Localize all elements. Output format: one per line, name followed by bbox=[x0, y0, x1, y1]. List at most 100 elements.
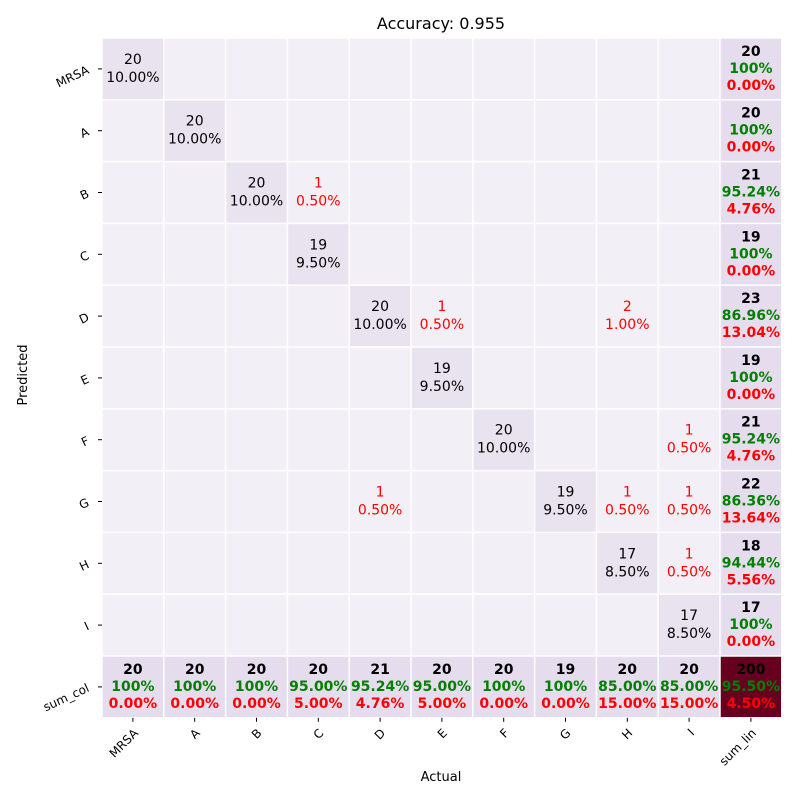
total-correct-label: 95.24% bbox=[722, 432, 780, 448]
heatmap-cell bbox=[473, 656, 534, 718]
cell-percent-label: 1.00% bbox=[605, 317, 649, 333]
heatmap-cell bbox=[597, 347, 658, 409]
total-count-label: 20 bbox=[432, 662, 452, 678]
cell-count-label: 19 bbox=[557, 485, 575, 501]
heatmap-cell bbox=[411, 38, 473, 100]
total-count-label: 20 bbox=[741, 106, 761, 122]
total-count-label: 20 bbox=[618, 662, 638, 678]
heatmap-cell bbox=[288, 656, 349, 718]
heatmap-cell bbox=[411, 347, 473, 409]
heatmap-cell bbox=[411, 471, 473, 532]
cell-percent-label: 0.50% bbox=[605, 503, 649, 519]
total-error-label: 0.00% bbox=[541, 696, 590, 712]
total-count-label: 20 bbox=[247, 662, 267, 678]
heatmap-cell bbox=[102, 533, 164, 594]
total-count-label: 20 bbox=[309, 662, 329, 678]
total-count-label: 19 bbox=[741, 229, 760, 245]
heatmap-cell bbox=[349, 656, 411, 718]
cell-count-label: 19 bbox=[433, 361, 451, 377]
cell-count-label: 1 bbox=[685, 423, 694, 439]
heatmap-cell bbox=[288, 100, 349, 161]
cell-percent-label: 9.50% bbox=[296, 255, 340, 271]
total-error-label: 13.04% bbox=[722, 325, 780, 341]
heatmap-cell bbox=[535, 656, 596, 718]
heatmap-cell bbox=[535, 100, 596, 161]
heatmap-cell bbox=[226, 162, 287, 223]
heatmap-cell bbox=[411, 285, 473, 347]
total-count-label: 21 bbox=[370, 662, 389, 678]
x-tick-label: A bbox=[187, 725, 203, 741]
heatmap-cell bbox=[597, 162, 658, 223]
total-error-label: 0.00% bbox=[479, 696, 528, 712]
heatmap-cell bbox=[720, 162, 782, 223]
cell-percent-label: 10.00% bbox=[106, 70, 159, 86]
heatmap-cell bbox=[349, 38, 411, 100]
heatmap-cell bbox=[597, 533, 658, 594]
cell-percent-label: 9.50% bbox=[543, 503, 587, 519]
total-error-label: 0.00% bbox=[727, 140, 776, 156]
total-count-label: 20 bbox=[741, 44, 761, 60]
y-tick-label: I bbox=[82, 619, 91, 633]
heatmap-cell bbox=[288, 594, 349, 656]
cell-count-label: 1 bbox=[314, 176, 323, 192]
heatmap-cell bbox=[349, 100, 411, 161]
heatmap-cell bbox=[535, 162, 596, 223]
total-correct-label: 86.36% bbox=[722, 494, 780, 510]
heatmap-cell bbox=[349, 409, 411, 470]
cell-count-label: 20 bbox=[371, 299, 389, 315]
heatmap-cell bbox=[720, 38, 782, 100]
heatmap-cell bbox=[411, 100, 473, 161]
heatmap-cell bbox=[720, 594, 782, 656]
heatmap-cell bbox=[102, 162, 164, 223]
heatmap-labels: 2010.00%2010.00%2010.00%10.50%199.50%201… bbox=[106, 44, 780, 712]
total-correct-label: 95.00% bbox=[413, 679, 471, 695]
total-count-label: 20 bbox=[185, 662, 205, 678]
heatmap-cell bbox=[226, 594, 287, 656]
total-correct-label: 100% bbox=[235, 679, 278, 695]
cell-count-label: 17 bbox=[680, 608, 698, 624]
y-tick-label: E bbox=[78, 372, 91, 388]
cell-percent-label: 9.50% bbox=[420, 379, 464, 395]
heatmap-cell bbox=[226, 285, 287, 347]
heatmap-cell bbox=[473, 594, 534, 656]
heatmap-cell bbox=[535, 38, 596, 100]
heatmap-cell bbox=[658, 162, 720, 223]
chart-title: Accuracy: 0.955 bbox=[377, 14, 505, 33]
heatmap-cell bbox=[164, 594, 225, 656]
heatmap-cell bbox=[597, 656, 658, 718]
cell-count-label: 17 bbox=[618, 546, 636, 562]
heatmap-cell bbox=[164, 471, 225, 532]
y-tick-label: D bbox=[77, 310, 91, 327]
heatmap-cells bbox=[102, 38, 782, 718]
heatmap-cell bbox=[658, 471, 720, 532]
cell-count-label: 20 bbox=[495, 423, 513, 439]
total-correct-label: 100% bbox=[729, 246, 772, 262]
cell-count-label: 1 bbox=[437, 299, 446, 315]
heatmap-cell bbox=[535, 224, 596, 285]
heatmap-cell bbox=[164, 656, 225, 718]
heatmap-cell bbox=[288, 285, 349, 347]
cell-percent-label: 0.50% bbox=[667, 564, 711, 580]
x-tick-label: B bbox=[249, 726, 265, 742]
heatmap-cell bbox=[164, 533, 225, 594]
cell-percent-label: 10.00% bbox=[230, 194, 283, 210]
heatmap-cell bbox=[102, 224, 164, 285]
cell-percent-label: 0.50% bbox=[420, 317, 464, 333]
total-error-label: 15.00% bbox=[598, 696, 656, 712]
heatmap-cell bbox=[102, 471, 164, 532]
heatmap-cell bbox=[411, 656, 473, 718]
y-tick-label: F bbox=[79, 434, 91, 450]
total-correct-label: 95.24% bbox=[351, 679, 409, 695]
heatmap-cell bbox=[658, 38, 720, 100]
heatmap-cell bbox=[473, 471, 534, 532]
x-tick-label: G bbox=[557, 726, 573, 742]
heatmap-cell bbox=[658, 100, 720, 161]
total-error-label: 0.00% bbox=[109, 696, 158, 712]
heatmap-cell bbox=[288, 409, 349, 470]
cell-count-label: 20 bbox=[186, 114, 204, 130]
cell-count-label: 19 bbox=[309, 237, 327, 253]
heatmap-cell bbox=[164, 38, 225, 100]
cell-percent-label: 0.50% bbox=[358, 503, 402, 519]
y-tick-label: H bbox=[77, 557, 91, 574]
heatmap-cell bbox=[102, 409, 164, 470]
